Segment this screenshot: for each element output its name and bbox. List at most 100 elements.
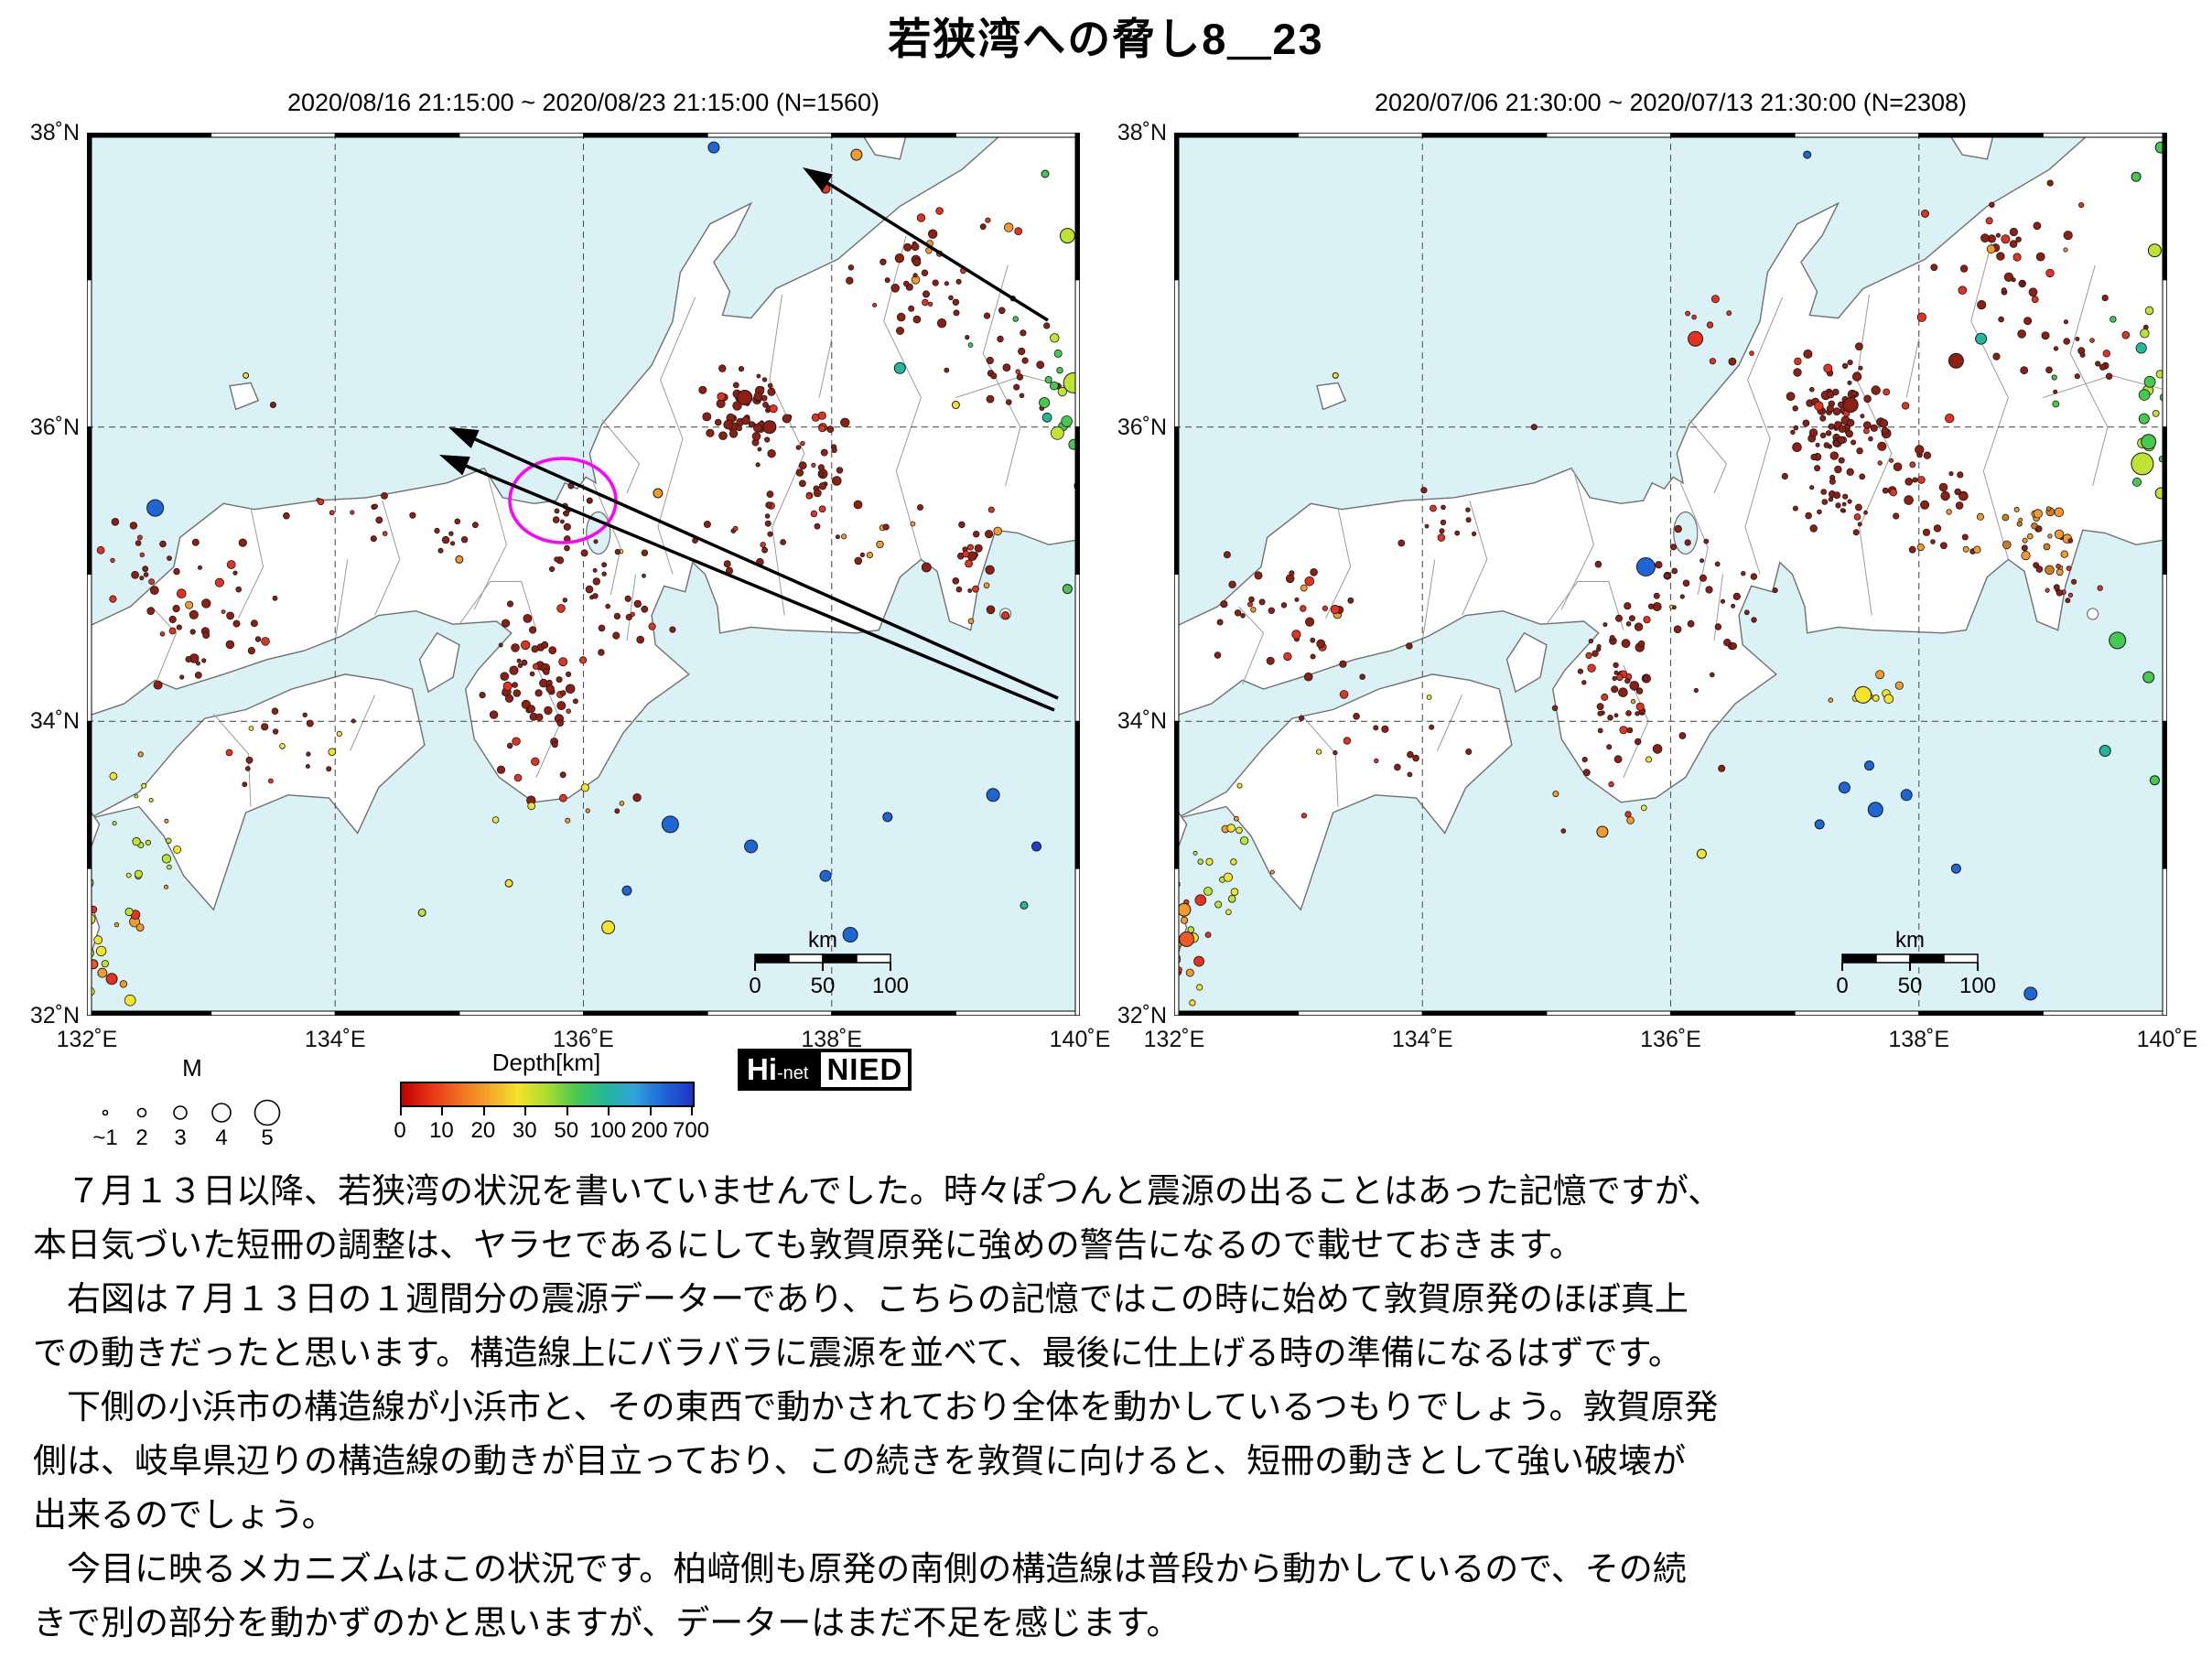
earthquake-dot [95, 945, 107, 957]
earthquake-dot [2147, 243, 2162, 258]
earthquake-dot [1823, 442, 1830, 448]
earthquake-dot [1792, 505, 1798, 512]
earthquake-dot [1050, 381, 1059, 391]
earthquake-dot [460, 536, 469, 544]
earthquake-dot [736, 425, 743, 432]
map-frame-segment [955, 133, 1080, 138]
earthquake-dot [509, 665, 519, 675]
earthquake-dot [2003, 272, 2014, 282]
earthquake-dot [196, 661, 201, 666]
earthquake-dot [928, 301, 933, 307]
earthquake-dot [1678, 732, 1687, 739]
earthquake-dot [2063, 338, 2070, 345]
earthquake-dot [1916, 312, 1927, 322]
magnitude-legend-circle [211, 1103, 232, 1123]
earthquake-dot [1001, 611, 1010, 619]
earthquake-dot [818, 425, 826, 433]
earthquake-dot [243, 372, 250, 379]
earthquake-dot [1407, 771, 1413, 778]
earthquake-dot [1353, 712, 1360, 720]
earthquake-dot [702, 412, 712, 422]
body-text-line: 出来るのでしょう。 [33, 1496, 336, 1534]
earthquake-dot [112, 821, 117, 826]
body-text-line: ７月１３日以降、若狭湾の状況を書いていませんでした。時々ぽつんと震源の出ることは… [33, 1172, 1722, 1210]
earthquake-dot [966, 544, 974, 551]
earthquake-dot [1853, 513, 1861, 521]
earthquake-dot [1673, 625, 1682, 633]
earthquake-dot [580, 549, 588, 557]
magnitude-legend-label: 4 [215, 1125, 228, 1150]
earthquake-dot [283, 512, 290, 520]
earthquake-dot [1269, 869, 1275, 875]
earthquake-dot [1310, 567, 1318, 576]
earthquake-dot [1196, 984, 1203, 991]
lon-label: 136˚E [1640, 1027, 1701, 1052]
earthquake-dot [1640, 804, 1647, 812]
earthquake-dot [2017, 329, 2026, 339]
earthquake-dot [1002, 363, 1011, 372]
earthquake-dot [225, 640, 235, 650]
earthquake-dot [737, 390, 753, 405]
earthquake-dot [562, 598, 567, 603]
earthquake-dot [1904, 495, 1914, 505]
earthquake-dot [556, 719, 564, 727]
earthquake-dot [2045, 506, 2052, 512]
earthquake-dot [164, 884, 169, 889]
earthquake-dot [551, 741, 558, 748]
earthquake-dot [539, 678, 548, 688]
earthquake-dot [580, 783, 589, 792]
earthquake-dot [382, 531, 388, 536]
earthquake-dot [97, 967, 108, 978]
earthquake-dot [125, 872, 132, 878]
earthquake-dot [836, 467, 844, 474]
prefecture-border [982, 264, 1021, 487]
earthquake-dot [1020, 329, 1027, 337]
earthquake-dot [1181, 916, 1189, 924]
earthquake-dot [226, 560, 236, 569]
earthquake-dot [1239, 836, 1249, 845]
earthquake-dot [1061, 415, 1073, 427]
earthquake-dot [455, 555, 464, 564]
earthquake-dot [1607, 714, 1613, 721]
earthquake-dot [876, 540, 884, 549]
earthquake-dot [548, 646, 557, 655]
earthquake-dot [1986, 244, 1996, 254]
earthquake-dot [1406, 642, 1413, 650]
earthquake-dot [762, 420, 777, 435]
lon-label: 134˚E [304, 1027, 366, 1052]
earthquake-dot [2002, 513, 2010, 522]
earthquake-dot [1041, 169, 1050, 178]
earthquake-dot [521, 640, 531, 651]
earthquake-dot [798, 461, 807, 470]
earthquake-dot [1893, 462, 1903, 472]
earthquake-dot [661, 815, 679, 834]
earthquake-dot [1696, 848, 1707, 859]
earthquake-dot [506, 600, 514, 608]
earthquake-dot [1192, 850, 1198, 856]
earthquake-dot [2012, 253, 2022, 262]
earthquake-dot [528, 626, 537, 634]
earthquake-dot [1871, 385, 1881, 395]
earthquake-dot [800, 440, 805, 447]
earthquake-dot [1056, 367, 1063, 374]
earthquake-dot [1930, 539, 1936, 544]
earthquake-dot [235, 586, 243, 593]
earthquake-dot [534, 689, 543, 697]
earthquake-dot [1430, 504, 1437, 512]
prefecture-border [212, 713, 252, 807]
earthquake-dot [565, 684, 576, 695]
earthquake-dot [109, 771, 118, 781]
earthquake-dot [109, 595, 117, 603]
earthquake-dot [952, 298, 960, 306]
earthquake-dot [1185, 968, 1194, 977]
earthquake-dot [2002, 540, 2012, 550]
earthquake-dot [500, 672, 510, 681]
earthquake-dot [1685, 310, 1690, 317]
earthquake-dot [2009, 240, 2018, 248]
earthquake-dot [738, 366, 745, 372]
earthquake-dot [2033, 221, 2042, 231]
earthquake-dot [1005, 399, 1012, 405]
earthquake-dot [1962, 545, 1969, 553]
earthquake-dot [168, 627, 177, 635]
earthquake-dot [1373, 725, 1379, 731]
